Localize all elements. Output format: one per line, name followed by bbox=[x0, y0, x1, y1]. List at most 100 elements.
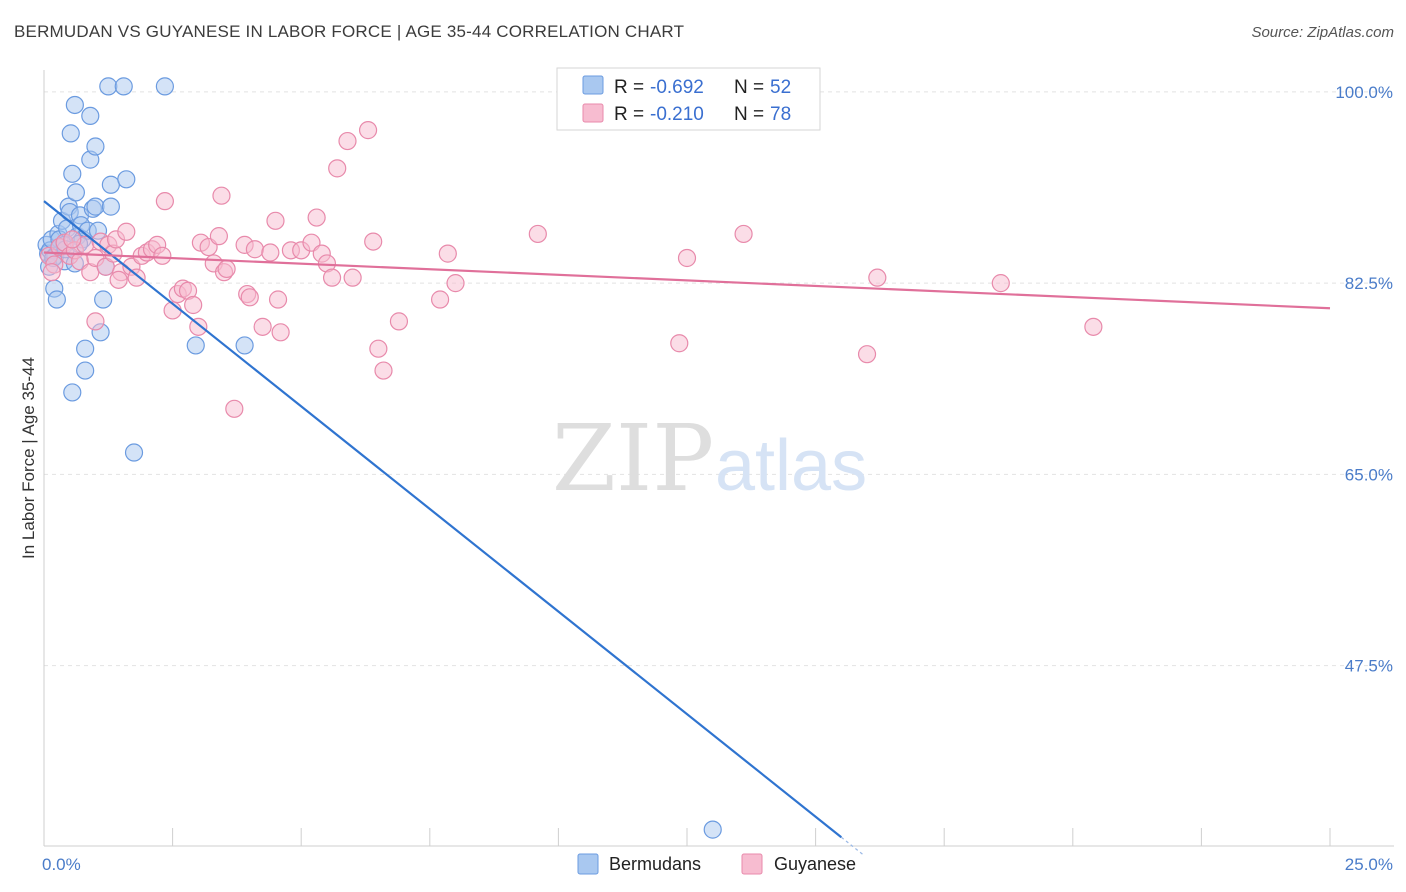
legend-r-value-bermudans: -0.692 bbox=[650, 77, 704, 98]
point-bermudans-19 bbox=[65, 95, 84, 115]
watermark-atlas: atlas bbox=[715, 426, 867, 506]
point-bermudans-46 bbox=[235, 336, 254, 355]
point-guyanese-76 bbox=[184, 295, 203, 315]
y-axis-label: In Labor Force | Age 35-44 bbox=[19, 357, 38, 559]
scatter-points bbox=[37, 77, 1103, 839]
point-bermudans-47 bbox=[703, 820, 722, 839]
point-guyanese-60 bbox=[374, 361, 393, 380]
point-guyanese-66 bbox=[670, 334, 689, 353]
point-bermudans-18 bbox=[63, 383, 82, 402]
point-guyanese-35 bbox=[212, 186, 231, 205]
series-legend: Bermudans Guyanese bbox=[577, 853, 856, 875]
point-guyanese-70 bbox=[868, 268, 887, 287]
point-bermudans-33 bbox=[86, 197, 105, 216]
point-guyanese-56 bbox=[343, 268, 362, 287]
point-guyanese-19 bbox=[127, 268, 146, 287]
point-guyanese-71 bbox=[991, 274, 1010, 293]
x-tick-label-1: 25.0% bbox=[1345, 855, 1393, 874]
stats-legend: R = -0.692 N = 52 R = -0.210 N = 78 bbox=[556, 67, 821, 131]
point-guyanese-24 bbox=[153, 246, 172, 265]
legend-n-label-guyanese: N = bbox=[734, 104, 764, 125]
point-bermudans-26 bbox=[76, 339, 95, 358]
point-guyanese-55 bbox=[338, 131, 357, 151]
y-tick-label-3: 47.5% bbox=[1345, 657, 1393, 676]
point-bermudans-41 bbox=[114, 77, 133, 96]
point-bermudans-44 bbox=[155, 77, 174, 96]
chart-title: BERMUDAN VS GUYANESE IN LABOR FORCE | AG… bbox=[14, 22, 685, 41]
point-guyanese-17 bbox=[117, 222, 136, 241]
series-legend-label-bermudans: Bermudans bbox=[609, 854, 701, 874]
legend-r-label-guyanese: R = bbox=[614, 104, 644, 125]
source-credit: Source: ZipAtlas.com bbox=[1251, 24, 1394, 41]
point-bermudans-21 bbox=[66, 183, 85, 202]
point-guyanese-46 bbox=[271, 323, 290, 342]
point-guyanese-42 bbox=[245, 240, 265, 259]
point-bermudans-45 bbox=[186, 336, 205, 355]
point-guyanese-72 bbox=[1084, 317, 1103, 336]
point-guyanese-74 bbox=[63, 230, 82, 249]
point-bermudans-7 bbox=[47, 290, 66, 309]
point-guyanese-58 bbox=[364, 232, 383, 251]
legend-swatch-bermudans bbox=[582, 75, 604, 95]
watermark-zip: ZIP bbox=[552, 405, 714, 512]
point-guyanese-38 bbox=[225, 399, 244, 418]
point-guyanese-65 bbox=[528, 224, 547, 244]
point-guyanese-59 bbox=[369, 339, 388, 358]
series-legend-swatch-bermudans bbox=[577, 853, 599, 875]
legend-swatch-guyanese bbox=[582, 103, 604, 123]
trend-line-guyanese bbox=[43, 251, 1331, 310]
point-guyanese-77 bbox=[268, 290, 288, 309]
point-guyanese-67 bbox=[677, 248, 697, 268]
series-legend-label-guyanese: Guyanese bbox=[774, 854, 856, 874]
point-guyanese-50 bbox=[307, 208, 326, 227]
point-guyanese-57 bbox=[358, 121, 378, 140]
x-tick-labels: 0.0% 25.0% bbox=[42, 855, 1393, 874]
y-tick-label-0: 100.0% bbox=[1335, 83, 1393, 102]
point-guyanese-75 bbox=[109, 270, 128, 289]
y-tick-label-1: 82.5% bbox=[1345, 274, 1393, 293]
legend-n-label-bermudans: N = bbox=[734, 77, 764, 98]
y-tick-label-2: 65.0% bbox=[1345, 465, 1393, 484]
point-guyanese-68 bbox=[734, 224, 753, 244]
point-bermudans-17 bbox=[63, 164, 82, 183]
point-guyanese-63 bbox=[438, 244, 457, 263]
grid-lines bbox=[44, 91, 1394, 667]
point-guyanese-73 bbox=[42, 263, 61, 282]
point-guyanese-54 bbox=[328, 159, 347, 178]
point-guyanese-30 bbox=[189, 317, 208, 336]
point-bermudans-40 bbox=[101, 197, 120, 216]
point-bermudans-16 bbox=[61, 124, 80, 143]
point-bermudans-27 bbox=[76, 361, 95, 380]
point-bermudans-43 bbox=[124, 443, 144, 462]
legend-r-value-guyanese: -0.210 bbox=[650, 104, 704, 125]
point-guyanese-10 bbox=[86, 312, 105, 331]
trend-line-bermudans-extension bbox=[840, 836, 865, 857]
point-bermudans-36 bbox=[94, 290, 113, 309]
series-guyanese bbox=[40, 121, 1103, 418]
point-guyanese-45 bbox=[266, 211, 285, 230]
point-guyanese-64 bbox=[446, 274, 465, 293]
y-tick-labels: 100.0% 82.5% 65.0% 47.5% bbox=[1335, 83, 1393, 676]
point-guyanese-25 bbox=[155, 192, 174, 211]
point-guyanese-43 bbox=[253, 317, 272, 336]
axes bbox=[43, 70, 1394, 847]
point-guyanese-62 bbox=[430, 290, 450, 309]
point-bermudans-38 bbox=[99, 77, 118, 96]
legend-n-value-guyanese: 78 bbox=[770, 104, 791, 125]
zipatlas-watermark: ZIP atlas bbox=[552, 405, 867, 512]
series-legend-swatch-guyanese bbox=[741, 853, 763, 875]
legend-n-value-bermudans: 52 bbox=[770, 77, 791, 98]
point-guyanese-44 bbox=[261, 243, 280, 262]
point-guyanese-61 bbox=[389, 312, 409, 331]
x-tick-label-0: 0.0% bbox=[42, 855, 81, 874]
point-guyanese-37 bbox=[217, 259, 236, 279]
trend-line-bermudans bbox=[43, 200, 843, 839]
point-bermudans-42 bbox=[117, 170, 136, 189]
trend-lines bbox=[43, 200, 1331, 857]
point-guyanese-69 bbox=[857, 345, 877, 364]
point-guyanese-41 bbox=[240, 288, 259, 307]
legend-r-label-bermudans: R = bbox=[614, 77, 644, 98]
point-guyanese-53 bbox=[322, 268, 342, 287]
point-bermudans-32 bbox=[86, 137, 105, 156]
